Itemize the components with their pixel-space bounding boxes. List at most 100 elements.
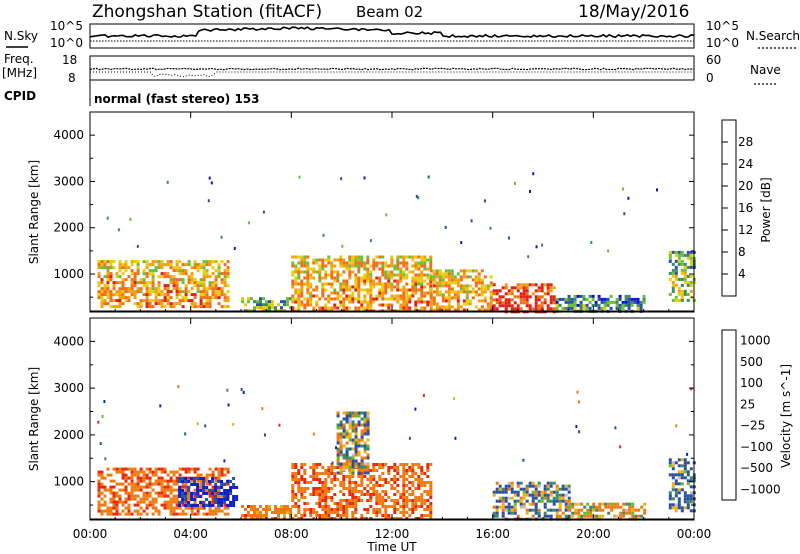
echo-cell <box>312 276 316 280</box>
echo-cell <box>303 303 307 307</box>
echo-cell <box>351 423 355 427</box>
echo-cell <box>447 299 451 303</box>
echo-cell <box>130 284 134 288</box>
echo-cell <box>378 499 382 502</box>
echo-cell <box>360 514 364 517</box>
echo-cell <box>474 305 478 309</box>
echo-cell <box>306 487 310 490</box>
echo-cell <box>321 514 325 517</box>
echo-cell <box>405 273 409 277</box>
echo-cell <box>689 262 693 266</box>
echo-cell <box>175 278 179 282</box>
echo-cell <box>100 296 104 300</box>
echo-cell <box>366 471 370 475</box>
echo-cell <box>208 281 212 285</box>
echo-cell <box>211 512 215 516</box>
echo-cell <box>634 514 638 518</box>
echo-cell <box>318 496 322 499</box>
noise-left-tick-top: 10^5 <box>50 19 83 33</box>
echo-cell <box>244 303 247 307</box>
echo-cell <box>333 475 337 478</box>
echo-cell <box>291 493 295 496</box>
echo-cell <box>546 514 550 518</box>
echo-cell <box>438 284 442 288</box>
echo-cell <box>181 263 185 267</box>
echo-cell <box>420 493 424 496</box>
echo-cell <box>360 411 364 415</box>
echo-cell <box>351 447 355 451</box>
echo-cell <box>190 305 194 309</box>
echo-cell <box>423 261 427 265</box>
echo-cell <box>471 278 475 282</box>
echo-cell <box>133 503 137 507</box>
echo-cell <box>516 304 520 308</box>
echo-cell <box>405 291 409 295</box>
echo-cell <box>330 487 334 490</box>
echo-cell <box>384 261 388 265</box>
echo-cell <box>459 305 463 309</box>
echo-cell <box>211 504 215 507</box>
echo-cell <box>345 465 349 469</box>
echo-cell <box>124 296 128 300</box>
echo-cell <box>543 511 547 515</box>
echo-cell <box>312 490 316 493</box>
echo-cell <box>579 306 583 310</box>
echo-cell <box>555 496 559 500</box>
echo-cell <box>351 426 355 430</box>
echo-cell <box>435 275 439 279</box>
echo-cell <box>169 509 173 513</box>
echo-cell <box>115 470 119 474</box>
echo-cell <box>253 508 256 511</box>
freq-label-1: Freq. <box>4 52 34 66</box>
echo-cell <box>639 303 643 307</box>
echo-cell <box>354 453 358 457</box>
echo-cell <box>601 508 605 512</box>
echo-cell <box>577 511 581 515</box>
echo-cell <box>235 498 239 501</box>
echo-cell <box>402 484 406 487</box>
echo-cell <box>680 506 684 510</box>
echo-cell <box>151 278 155 282</box>
echo-cell <box>181 498 185 501</box>
echo-cell <box>423 481 427 484</box>
echo-cell <box>148 476 152 480</box>
echo-cell <box>178 504 182 507</box>
echo-cell <box>363 423 367 427</box>
echo-cell <box>139 476 143 480</box>
echo-cell <box>348 499 352 502</box>
echo-cell <box>244 514 247 517</box>
echo-cell <box>193 480 197 483</box>
echo-cell <box>130 278 134 282</box>
echo-cell <box>318 472 322 475</box>
echo-cell <box>345 261 349 265</box>
echo-cell <box>345 306 349 310</box>
echo-cell <box>133 278 137 282</box>
echo-cell <box>112 497 116 501</box>
echo-cell <box>199 278 203 282</box>
echo-cell <box>531 508 535 512</box>
echo-cell <box>297 472 301 475</box>
echo-cell <box>312 478 316 481</box>
echo-cell <box>408 294 412 298</box>
echo-cell <box>172 287 176 291</box>
echo-cell <box>202 477 206 480</box>
echo-cell <box>190 477 194 480</box>
echo-cell <box>148 281 152 285</box>
echo-cell <box>405 282 409 286</box>
echo-cell <box>121 503 125 507</box>
echo-cell <box>193 278 197 282</box>
echo-cell <box>636 303 640 307</box>
echo-cell <box>106 284 110 288</box>
echo-cell <box>555 514 559 518</box>
echo-cell <box>420 297 424 301</box>
echo-cell <box>363 456 367 460</box>
echo-cell <box>495 505 499 509</box>
echo-cell <box>348 297 352 301</box>
echo-cell <box>345 475 349 478</box>
echo-cell <box>441 305 445 309</box>
echo-cell <box>474 275 478 279</box>
echo-cell <box>558 496 562 500</box>
echo-cell <box>375 496 379 499</box>
echo-cell <box>145 263 149 267</box>
echo-cell <box>369 496 373 499</box>
